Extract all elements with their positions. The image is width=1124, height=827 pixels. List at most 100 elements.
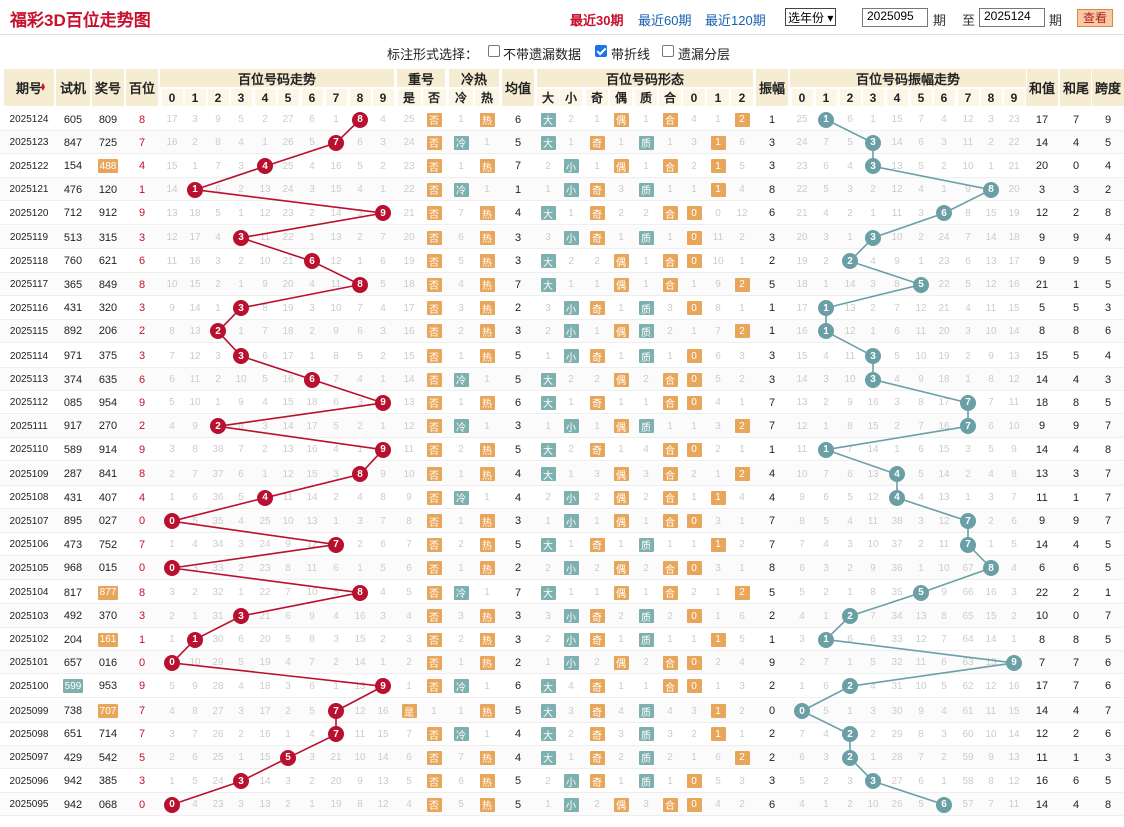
issue: 2025122 xyxy=(9,160,49,172)
r3-mark-box: 0 xyxy=(686,655,702,670)
xt-jo: 奇 xyxy=(587,438,607,461)
zf-miss-cell: 7 xyxy=(870,610,876,622)
chong-miss: 7 xyxy=(406,728,412,740)
hot-mark-box: 热 xyxy=(479,609,495,624)
he-value: 12 xyxy=(1035,207,1049,220)
table-row xyxy=(0,651,1124,675)
miss-cell: 2 xyxy=(215,374,221,385)
jun-value: 4 xyxy=(514,751,522,764)
issue: 2025118 xyxy=(9,255,49,267)
chong-no-box: 否 xyxy=(426,679,442,694)
miss-cell: 3 xyxy=(333,468,339,480)
xt-dx-box: 大 xyxy=(540,537,556,552)
r3-miss: 3 xyxy=(715,562,721,574)
r3-miss: 3 xyxy=(739,680,745,692)
th-xt-6: 0 xyxy=(682,88,706,107)
zf-miss-cell: 6 xyxy=(847,114,853,125)
from-issue-input[interactable]: 2025095 xyxy=(862,8,928,27)
miss-cell: 10 xyxy=(259,255,271,267)
kua-value: 5 xyxy=(1104,396,1112,409)
xt-miss: 1 xyxy=(594,160,600,172)
xt-zh-box: 质 xyxy=(638,324,654,339)
miss-cell: 36 xyxy=(212,492,224,504)
jun-value: 5 xyxy=(514,373,522,386)
xt-miss: 1 xyxy=(667,232,673,244)
prize-number: 120 xyxy=(98,183,118,196)
miss-cell: 12 xyxy=(330,255,342,267)
xt-dx: 小 xyxy=(561,557,581,580)
zf-miss-cell: 2 xyxy=(941,160,947,172)
xt-jo: 奇 xyxy=(587,675,607,698)
zf-miss-cell: 61 xyxy=(962,705,974,717)
miss-cell: 19 xyxy=(259,657,271,669)
xt-zh: 合 xyxy=(660,486,680,509)
zf-miss-cell: 9 xyxy=(941,587,947,599)
zf-miss-cell: 4 xyxy=(847,160,853,172)
xt-miss: 3 xyxy=(545,302,551,314)
zf-miss-cell: 6 xyxy=(965,255,971,267)
miss-cell: 18 xyxy=(259,680,271,692)
xt-zh-box: 质 xyxy=(638,609,654,624)
checkbox-miss-layer[interactable] xyxy=(662,45,674,57)
range-120-link[interactable]: 最近120期 xyxy=(705,13,766,28)
range-30-link[interactable]: 最近30期 xyxy=(570,13,624,28)
th-digit-3: 3 xyxy=(229,88,253,107)
miss-cell: 3 xyxy=(309,184,315,196)
zf-ball: 7 xyxy=(960,394,976,411)
r3-miss: 7 xyxy=(715,325,721,337)
checkbox-no-miss[interactable] xyxy=(488,45,500,57)
to-issue-input[interactable]: 2025124 xyxy=(979,8,1045,27)
miss-cell: 7 xyxy=(309,657,315,669)
zf-miss-cell: 1 xyxy=(988,539,994,551)
r3-mark: 0 xyxy=(684,770,704,793)
xt-dx: 大 xyxy=(538,250,558,273)
year-select[interactable]: 选年份 ▾ xyxy=(785,8,837,26)
miss-cell: 4 xyxy=(192,539,198,551)
miss-cell: 21 xyxy=(259,610,271,622)
table-row xyxy=(0,462,1124,486)
miss-cell: 26 xyxy=(282,137,294,149)
miss-cell: 1 xyxy=(169,492,175,504)
xt-jo-box: 奇 xyxy=(589,609,605,624)
prize-number: 912 xyxy=(98,207,118,220)
xt-jo: 偶 xyxy=(611,415,631,438)
range-60-link[interactable]: 最近60期 xyxy=(638,13,692,28)
xt-miss: 1 xyxy=(545,799,551,811)
issue: 2025123 xyxy=(9,137,49,149)
checkbox-polyline[interactable] xyxy=(595,45,607,57)
zf-miss-cell: 16 xyxy=(1008,279,1020,291)
miss-cell: 8 xyxy=(238,420,244,432)
zf-miss-cell: 4 xyxy=(799,799,805,811)
issue: 2025103 xyxy=(9,610,49,622)
bai-digit: 7 xyxy=(138,538,146,551)
lr-miss: 1 xyxy=(458,562,464,574)
xt-zh: 质 xyxy=(636,770,656,793)
zf-miss-cell: 1 xyxy=(1011,634,1017,645)
hot-mark: 热 xyxy=(477,463,497,486)
kua-value: 5 xyxy=(1104,633,1112,646)
zf-value: 0 xyxy=(768,705,776,717)
xt-jo-box: 偶 xyxy=(613,490,629,505)
miss-cell: 3 xyxy=(285,680,291,692)
prize-number: 953 xyxy=(98,680,118,693)
sort-icon[interactable]: ▴ ▾ xyxy=(41,80,46,93)
hot-mark-box: 热 xyxy=(479,254,495,269)
miss-cell: 4 xyxy=(380,302,386,314)
jun-value: 4 xyxy=(514,207,522,220)
th-zf-digit-4: 4 xyxy=(885,88,909,107)
zf-miss-cell: 18 xyxy=(796,279,808,291)
zf-miss-cell: 11 xyxy=(844,350,856,362)
kua-value: 5 xyxy=(1104,255,1112,268)
xt-zh: 质 xyxy=(636,297,656,320)
test-number: 942 xyxy=(63,775,83,788)
zf-ball: 5 xyxy=(913,276,929,293)
chong-miss: 22 xyxy=(403,184,415,196)
xt-miss: 1 xyxy=(667,137,673,149)
bai-ball: 8 xyxy=(352,584,368,601)
issue: 2025106 xyxy=(9,539,49,551)
view-button[interactable]: 查看 xyxy=(1077,9,1113,27)
zf-miss-cell: 2 xyxy=(918,232,924,244)
zf-miss-cell: 16 xyxy=(867,397,879,409)
r3-mark: 0 xyxy=(684,391,704,414)
hot-mark-box: 热 xyxy=(479,349,495,364)
